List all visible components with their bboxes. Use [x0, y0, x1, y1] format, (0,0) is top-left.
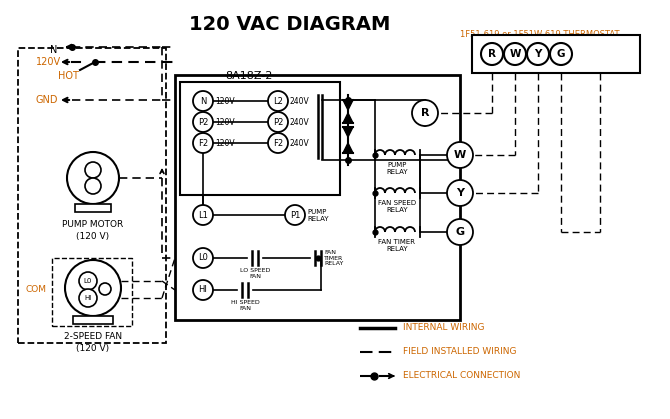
Text: LO SPEED
FAN: LO SPEED FAN: [240, 268, 270, 279]
Circle shape: [268, 91, 288, 111]
Text: R: R: [421, 108, 429, 118]
Text: F2: F2: [198, 139, 208, 147]
Circle shape: [193, 248, 213, 268]
Text: 120 VAC DIAGRAM: 120 VAC DIAGRAM: [190, 15, 391, 34]
Text: FAN SPEED
RELAY: FAN SPEED RELAY: [378, 200, 416, 213]
Circle shape: [85, 178, 101, 194]
Text: 120V: 120V: [215, 96, 234, 106]
Text: L1: L1: [198, 210, 208, 220]
Text: HOT: HOT: [58, 71, 78, 81]
Text: 2-SPEED FAN: 2-SPEED FAN: [64, 332, 122, 341]
Text: 240V: 240V: [290, 139, 310, 147]
Text: L0: L0: [198, 253, 208, 262]
Text: HI SPEED
FAN: HI SPEED FAN: [230, 300, 259, 311]
Circle shape: [412, 100, 438, 126]
Bar: [180, 82, 340, 195]
Bar: [472, 35, 640, 73]
Circle shape: [504, 43, 526, 65]
Circle shape: [85, 162, 101, 178]
Text: ELECTRICAL CONNECTION: ELECTRICAL CONNECTION: [403, 372, 521, 380]
Circle shape: [447, 180, 473, 206]
Circle shape: [481, 43, 503, 65]
Text: Y: Y: [534, 49, 541, 59]
Text: FAN TIMER
RELAY: FAN TIMER RELAY: [379, 239, 415, 252]
Circle shape: [447, 142, 473, 168]
Text: (120 V): (120 V): [76, 232, 110, 241]
Text: PUMP
RELAY: PUMP RELAY: [386, 162, 408, 175]
Polygon shape: [343, 100, 353, 110]
Polygon shape: [343, 113, 353, 123]
Text: PUMP
RELAY: PUMP RELAY: [307, 209, 328, 222]
Circle shape: [79, 289, 97, 307]
Text: F2: F2: [273, 139, 283, 147]
Text: N: N: [200, 96, 206, 106]
Text: FIELD INSTALLED WIRING: FIELD INSTALLED WIRING: [403, 347, 517, 357]
Bar: [52, 258, 132, 326]
Text: G: G: [456, 227, 464, 237]
Text: P1: P1: [290, 210, 300, 220]
Circle shape: [67, 152, 119, 204]
Text: G: G: [557, 49, 565, 59]
Circle shape: [193, 280, 213, 300]
Text: GND: GND: [36, 95, 58, 105]
Bar: [75, 204, 111, 212]
Bar: [175, 75, 460, 320]
Bar: [73, 316, 113, 324]
Circle shape: [447, 219, 473, 245]
Circle shape: [79, 272, 97, 290]
Circle shape: [268, 112, 288, 132]
Text: W: W: [509, 49, 521, 59]
Polygon shape: [343, 127, 353, 137]
Text: N: N: [50, 45, 57, 55]
Text: 120V: 120V: [215, 139, 234, 147]
Text: L2: L2: [273, 96, 283, 106]
Polygon shape: [343, 143, 353, 153]
Text: HI: HI: [84, 295, 92, 301]
Text: (120 V): (120 V): [76, 344, 110, 353]
Circle shape: [193, 91, 213, 111]
Text: 1F51-619 or 1F51W-619 THERMOSTAT: 1F51-619 or 1F51W-619 THERMOSTAT: [460, 30, 620, 39]
Circle shape: [550, 43, 572, 65]
Circle shape: [193, 133, 213, 153]
Text: 8A18Z-2: 8A18Z-2: [225, 71, 273, 81]
Circle shape: [285, 205, 305, 225]
Text: COM: COM: [25, 285, 46, 295]
Circle shape: [527, 43, 549, 65]
Circle shape: [268, 133, 288, 153]
Text: INTERNAL WIRING: INTERNAL WIRING: [403, 323, 484, 333]
Text: P2: P2: [198, 117, 208, 127]
Circle shape: [65, 260, 121, 316]
Text: FAN
TIMER
RELAY: FAN TIMER RELAY: [324, 250, 343, 266]
Text: Y: Y: [456, 188, 464, 198]
Text: HI: HI: [198, 285, 208, 295]
Text: 120V: 120V: [36, 57, 61, 67]
Text: 240V: 240V: [290, 96, 310, 106]
Bar: [18, 48, 166, 343]
Text: P2: P2: [273, 117, 283, 127]
Text: L0: L0: [84, 278, 92, 284]
Text: 120V: 120V: [215, 117, 234, 127]
Text: 240V: 240V: [290, 117, 310, 127]
Circle shape: [193, 112, 213, 132]
Circle shape: [193, 205, 213, 225]
Text: W: W: [454, 150, 466, 160]
Text: PUMP MOTOR: PUMP MOTOR: [62, 220, 124, 229]
Text: R: R: [488, 49, 496, 59]
Circle shape: [99, 283, 111, 295]
